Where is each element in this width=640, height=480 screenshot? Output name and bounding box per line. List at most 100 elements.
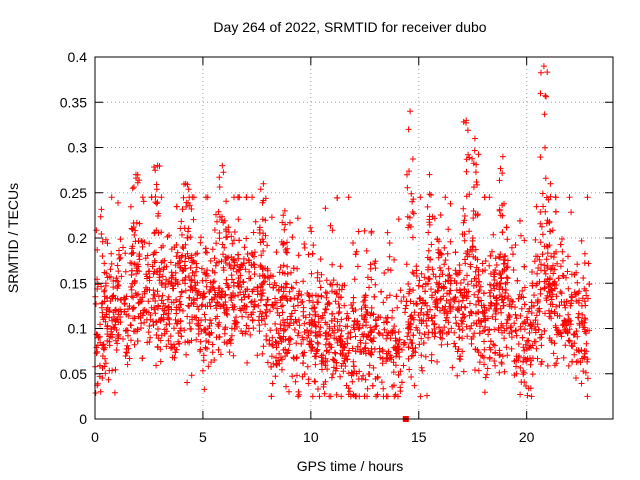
data-point	[203, 283, 210, 290]
data-point	[317, 324, 324, 331]
data-point	[300, 360, 307, 367]
data-point	[560, 354, 567, 361]
data-point	[237, 264, 244, 271]
data-point	[511, 358, 518, 365]
data-point	[183, 203, 190, 210]
data-point	[152, 193, 159, 200]
data-point	[245, 314, 252, 321]
data-point	[402, 305, 409, 312]
data-point	[568, 293, 575, 300]
data-point	[207, 317, 213, 324]
data-point	[108, 260, 115, 267]
data-point	[247, 331, 254, 338]
data-point	[134, 179, 141, 186]
data-point	[246, 257, 252, 264]
data-point	[294, 372, 300, 379]
data-point	[223, 304, 230, 311]
data-point	[362, 292, 369, 299]
data-point	[581, 285, 588, 292]
data-point	[264, 242, 271, 249]
data-point	[409, 198, 416, 205]
data-point	[464, 333, 471, 340]
data-point	[252, 218, 259, 225]
data-point	[515, 295, 522, 302]
data-point	[126, 303, 133, 309]
data-point	[259, 350, 266, 357]
data-point	[199, 301, 206, 308]
data-point	[418, 317, 425, 324]
data-point	[486, 344, 493, 351]
data-point	[386, 292, 393, 299]
data-point	[308, 228, 315, 235]
data-point	[92, 390, 99, 396]
data-point	[407, 108, 414, 115]
data-point	[359, 322, 366, 329]
data-point	[472, 246, 479, 253]
data-point	[131, 232, 138, 238]
data-point	[581, 250, 588, 257]
data-point	[122, 353, 129, 359]
data-point	[492, 308, 499, 315]
data-point	[480, 290, 487, 297]
data-point	[574, 279, 581, 286]
data-point	[154, 344, 161, 351]
data-point	[410, 332, 417, 339]
data-point	[521, 347, 528, 354]
data-point	[508, 244, 515, 251]
data-point	[139, 355, 146, 362]
data-point	[336, 322, 343, 329]
data-point	[365, 371, 372, 377]
data-point	[104, 240, 111, 247]
data-point	[286, 388, 292, 395]
data-point	[128, 271, 135, 278]
data-point	[198, 328, 205, 335]
data-point	[256, 273, 263, 279]
data-point	[322, 330, 329, 337]
data-point	[221, 244, 228, 251]
data-point	[174, 249, 181, 256]
data-point	[220, 302, 227, 309]
data-point	[344, 340, 351, 347]
data-point	[405, 126, 412, 133]
data-point	[268, 214, 275, 221]
data-point	[524, 337, 531, 344]
data-point	[475, 151, 482, 158]
data-point	[513, 332, 520, 339]
data-point	[152, 310, 159, 317]
data-point	[498, 275, 505, 282]
data-point	[257, 239, 264, 246]
data-point	[378, 379, 385, 386]
data-point	[308, 338, 315, 345]
data-point	[338, 316, 345, 323]
data-point	[412, 344, 419, 351]
data-point	[153, 181, 160, 188]
data-point	[125, 313, 132, 319]
data-point	[551, 362, 558, 369]
data-point	[377, 354, 384, 361]
data-point	[486, 262, 493, 269]
data-point	[338, 286, 345, 293]
data-point	[384, 229, 391, 236]
data-point	[284, 263, 291, 270]
data-point	[498, 293, 505, 300]
data-point	[519, 287, 526, 294]
data-point	[137, 314, 144, 321]
data-point	[209, 296, 216, 303]
data-point	[235, 283, 242, 290]
data-point	[108, 250, 115, 257]
data-point	[101, 269, 108, 276]
data-point	[472, 169, 479, 176]
data-point	[330, 277, 337, 284]
data-point	[395, 371, 402, 378]
data-point	[146, 323, 153, 329]
data-point	[176, 306, 183, 313]
data-point	[269, 380, 276, 387]
data-point	[118, 309, 125, 315]
data-point	[180, 307, 186, 314]
data-point	[125, 345, 132, 352]
data-point	[424, 254, 431, 261]
data-point	[292, 378, 299, 385]
data-point	[327, 344, 334, 351]
data-point	[212, 262, 219, 269]
data-point	[504, 352, 511, 359]
